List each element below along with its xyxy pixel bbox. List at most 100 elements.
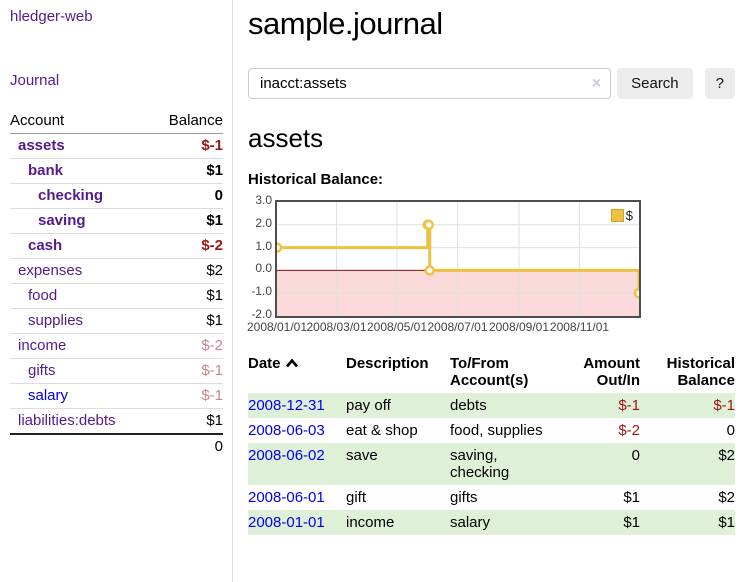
account-link[interactable]: gifts: [28, 362, 56, 379]
register-cell-date: 2008-06-01: [248, 485, 346, 510]
account-link[interactable]: checking: [38, 187, 104, 204]
account-balance: $1: [150, 283, 223, 309]
register-cell-amount: $-1: [618, 397, 640, 414]
account-balance: $-1: [150, 358, 223, 384]
account-link[interactable]: liabilities:debts: [18, 412, 116, 429]
register-cell-date: 2008-06-02: [248, 443, 346, 485]
register-cell-balance: 0: [726, 422, 735, 439]
account-row: liabilities:debts $1: [10, 408, 223, 434]
account-balance: $-2: [150, 233, 223, 259]
register-cell-amount: $1: [623, 489, 640, 506]
register-col-balance: Historical Balance: [666, 355, 735, 389]
account-row: food $1: [10, 283, 223, 309]
register-cell-balance: $2: [718, 447, 735, 464]
app-title-link[interactable]: hledger-web: [10, 8, 93, 25]
register-cell-description: save: [346, 447, 378, 464]
register-cell-description: gift: [346, 489, 367, 506]
account-balance: $-1: [150, 383, 223, 409]
account-balance: $1: [150, 158, 223, 184]
register-row[interactable]: 2008-12-31 pay off debts $-1 $-1: [248, 393, 735, 418]
register-col-description: Description: [346, 355, 429, 372]
register-cell-date: 2008-01-01: [248, 510, 346, 535]
transaction-date-link[interactable]: 2008-12-31: [248, 397, 325, 414]
transaction-date-link[interactable]: 2008-01-01: [248, 514, 325, 531]
account-row: income $-2: [10, 333, 223, 359]
account-row: bank $1: [10, 158, 223, 184]
accounts-total-value: 0: [150, 433, 223, 459]
register-cell-accounts: saving, checking: [450, 447, 510, 481]
account-row: cash $-2: [10, 233, 223, 259]
transaction-date-link[interactable]: 2008-06-02: [248, 447, 325, 464]
account-balance: $-1: [201, 137, 223, 154]
legend-swatch: [610, 209, 624, 222]
register-col-date[interactable]: Date: [248, 351, 346, 393]
account-link[interactable]: cash: [28, 237, 63, 254]
account-link[interactable]: assets: [18, 137, 65, 154]
sort-ascending-icon: [285, 356, 299, 373]
register-cell-amount: $1: [623, 514, 640, 531]
register-cell-date: 2008-06-03: [248, 418, 346, 443]
transaction-date-link[interactable]: 2008-06-01: [248, 489, 325, 506]
chart-plot-area: $: [275, 200, 641, 318]
accounts-total-row: 0: [10, 433, 223, 459]
account-row: assets $-1: [10, 134, 223, 159]
page-title: sample.journal: [248, 6, 443, 41]
register-cell-accounts: salary: [450, 514, 491, 531]
y-tick-label: 2.0: [255, 215, 272, 230]
x-tick-label: 2008/05/01: [366, 320, 428, 334]
register-row[interactable]: 2008-06-01 gift gifts $1 $2: [248, 485, 735, 510]
register-cell-balance: $-1: [713, 397, 735, 414]
clear-search-icon[interactable]: ×: [591, 75, 602, 92]
account-row: gifts $-1: [10, 358, 223, 384]
sidebar-item-journal[interactable]: Journal: [10, 72, 60, 89]
account-balance: $1: [150, 408, 223, 434]
chart-title: Historical Balance:: [248, 171, 384, 188]
register-cell-balance: $1: [718, 514, 735, 531]
transaction-date-link[interactable]: 2008-06-03: [248, 422, 325, 439]
y-tick-label: 1.0: [255, 238, 272, 253]
account-heading: assets: [248, 123, 324, 153]
search-box: ×: [248, 68, 612, 99]
sidebar: hledger-web Journal Account Balance asse…: [0, 0, 233, 582]
help-button[interactable]: ?: [704, 68, 735, 99]
x-tick-label: 2008/03/01: [306, 320, 367, 334]
account-link[interactable]: income: [18, 337, 67, 354]
account-link[interactable]: food: [28, 287, 58, 304]
account-link[interactable]: bank: [28, 162, 64, 179]
register-cell-description: pay off: [346, 397, 391, 414]
account-balance: $-2: [150, 333, 223, 359]
historical-balance-chart: 3.0 2.0 1.0 0.0 -1.0 -2.0 $ 2008/01/01 2008/03…: [247, 193, 735, 334]
account-link[interactable]: expenses: [18, 262, 83, 279]
register-col-amount: Amount Out/In: [583, 355, 640, 389]
register-cell-accounts: gifts: [450, 489, 478, 506]
register-cell-amount: 0: [631, 447, 640, 464]
account-balance: 0: [150, 183, 223, 209]
search-input[interactable]: [249, 69, 579, 98]
account-link[interactable]: salary: [28, 387, 69, 404]
register-cell-balance: $2: [718, 489, 735, 506]
accounts-col-account: Account: [10, 109, 151, 134]
register-table: Date Description To/From Account(s) Amou…: [248, 351, 735, 535]
account-balance: $1: [150, 308, 223, 334]
y-tick-label: -1.0: [251, 284, 272, 299]
account-row: saving $1: [10, 208, 223, 234]
register-cell-date: 2008-12-31: [248, 393, 346, 418]
account-link[interactable]: supplies: [28, 312, 84, 329]
x-tick-label: 2008/07/01: [427, 320, 488, 334]
chart-legend: $: [608, 207, 635, 224]
register-cell-description: income: [346, 514, 395, 531]
account-row: checking 0: [10, 183, 223, 209]
register-row[interactable]: 2008-06-03 eat & shop food, supplies $-2 0: [248, 418, 735, 443]
register-cell-description: eat & shop: [346, 422, 418, 439]
register-row[interactable]: 2008-01-01 income salary $1 $1: [248, 510, 735, 535]
account-link[interactable]: saving: [38, 212, 86, 229]
legend-label: $: [625, 208, 633, 223]
register-row[interactable]: 2008-06-02 save saving, checking 0 $2: [248, 443, 735, 485]
account-row: expenses $2: [10, 258, 223, 284]
x-tick-label: 2008/09/01: [488, 320, 550, 334]
accounts-col-balance: Balance: [150, 109, 223, 134]
y-tick-label: -2.0: [251, 307, 272, 321]
search-button[interactable]: Search: [617, 68, 693, 99]
account-balance: $1: [150, 208, 223, 234]
account-row: salary $-1: [10, 383, 223, 409]
